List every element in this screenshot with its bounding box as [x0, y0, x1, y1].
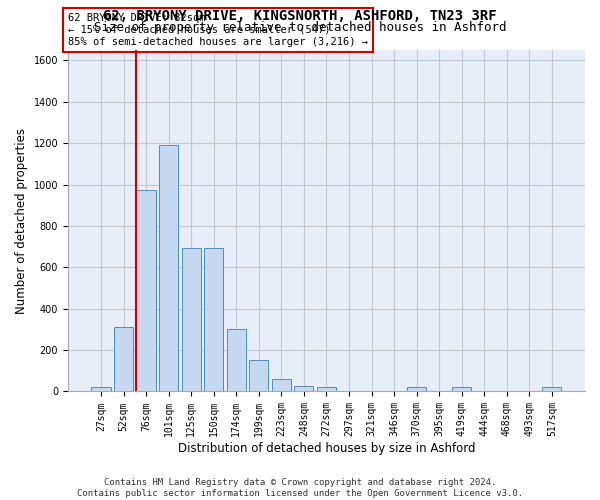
- Text: 62, BRYONY DRIVE, KINGSNORTH, ASHFORD, TN23 3RF: 62, BRYONY DRIVE, KINGSNORTH, ASHFORD, T…: [103, 9, 497, 23]
- Bar: [407, 388, 426, 392]
- Bar: [542, 388, 562, 392]
- Bar: [159, 145, 178, 392]
- Text: Size of property relative to detached houses in Ashford: Size of property relative to detached ho…: [94, 21, 506, 34]
- Bar: [317, 388, 336, 392]
- Bar: [249, 360, 268, 392]
- Bar: [452, 388, 472, 392]
- Bar: [295, 386, 313, 392]
- Bar: [227, 330, 246, 392]
- X-axis label: Distribution of detached houses by size in Ashford: Distribution of detached houses by size …: [178, 442, 475, 455]
- Text: Contains HM Land Registry data © Crown copyright and database right 2024.
Contai: Contains HM Land Registry data © Crown c…: [77, 478, 523, 498]
- Bar: [91, 388, 110, 392]
- Bar: [182, 248, 201, 392]
- Bar: [204, 248, 223, 392]
- Y-axis label: Number of detached properties: Number of detached properties: [15, 128, 28, 314]
- Text: 62 BRYONY DRIVE: 82sqm
← 15% of detached houses are smaller (547)
85% of semi-de: 62 BRYONY DRIVE: 82sqm ← 15% of detached…: [68, 14, 368, 46]
- Bar: [272, 379, 291, 392]
- Bar: [114, 328, 133, 392]
- Bar: [136, 190, 155, 392]
